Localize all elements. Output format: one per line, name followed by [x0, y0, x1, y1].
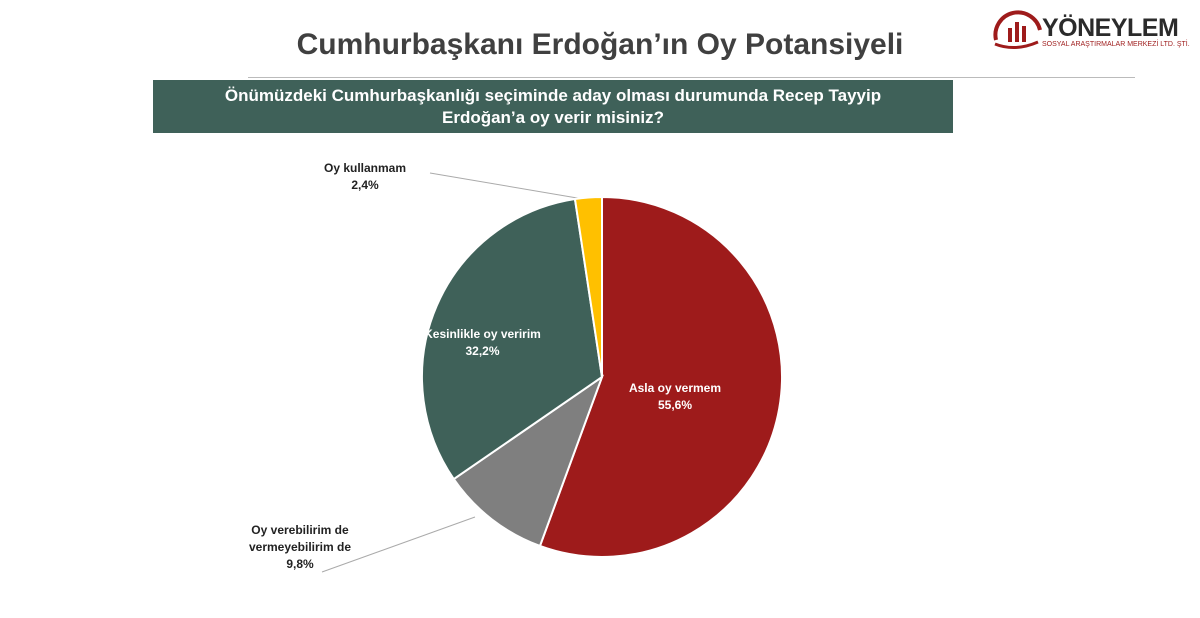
pie-slice — [452, 374, 605, 548]
category-label: Asla oy vermem — [628, 381, 722, 395]
chart-subtitle: Önümüzdeki Cumhurbaşkanlığı seçiminde ad… — [153, 80, 953, 133]
logo-icon — [993, 10, 1042, 49]
pie-slice — [573, 195, 603, 378]
pie-slice — [538, 195, 783, 558]
logo-tagline: SOSYAL ARAŞTIRMALAR MERKEZİ LTD. ŞTİ. — [1042, 41, 1190, 48]
slice-label: Kesinlikle oy veririm 32,2% — [415, 326, 550, 360]
value-label: 32,2% — [465, 344, 500, 358]
category-label: Oy verebilirim de vermeyebilirim de — [248, 523, 352, 554]
slice-label: Oy verebilirim de vermeyebilirim de 9,8% — [230, 522, 370, 573]
title-rule — [248, 77, 1135, 78]
pie-slice — [421, 197, 604, 481]
value-label: 55,6% — [657, 398, 693, 412]
slice-label: Oy kullanmam 2,4% — [305, 160, 425, 194]
leader-line — [321, 516, 476, 573]
chart-title: Cumhurbaşkanı Erdoğan’ın Oy Potansiyeli — [296, 28, 904, 61]
category-label: Kesinlikle oy veririm — [424, 327, 541, 341]
value-label: 9,8% — [286, 557, 314, 571]
leader-line — [429, 172, 584, 200]
value-label: 2,4% — [351, 178, 379, 192]
category-label: Oy kullanmam — [323, 161, 407, 175]
logo-name: YÖNEYLEM — [1042, 14, 1179, 42]
slice-label: Asla oy vermem 55,6% — [610, 380, 740, 414]
